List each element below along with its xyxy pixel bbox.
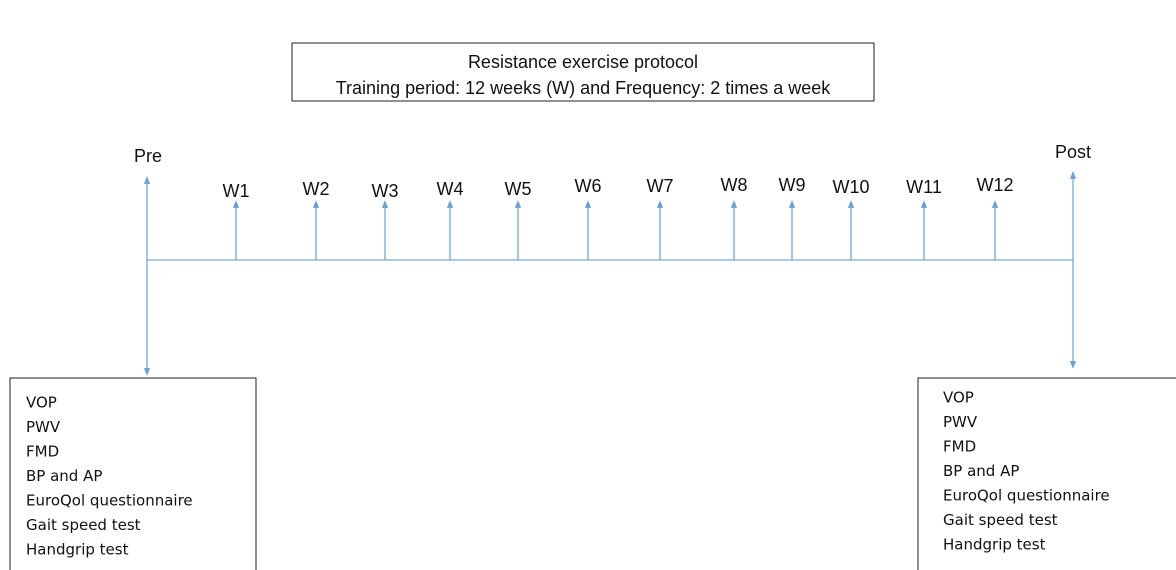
week-label: W7	[647, 176, 674, 196]
pre-tests-box	[9, 377, 257, 570]
test-item: Handgrip test	[26, 541, 129, 559]
week-label: W10	[832, 177, 869, 197]
title-line: Training period: 12 weeks (W) and Freque…	[336, 78, 832, 98]
test-item: BP and AP	[943, 462, 1019, 480]
test-item: PWV	[26, 418, 61, 436]
week-label: W6	[575, 176, 602, 196]
test-item: PWV	[943, 413, 978, 431]
week-label: W9	[779, 175, 806, 195]
week-label: W4	[437, 179, 464, 199]
week-label: W11	[906, 177, 942, 197]
test-item: Gait speed test	[943, 511, 1058, 529]
title-box	[291, 42, 875, 102]
week-label: W8	[721, 175, 748, 195]
test-item: Handgrip test	[943, 536, 1046, 554]
week-label: W3	[372, 181, 399, 201]
test-item: BP and AP	[26, 467, 102, 485]
test-item: FMD	[943, 438, 976, 456]
test-item: VOP	[943, 389, 974, 407]
week-label: W5	[505, 179, 532, 199]
test-item: EuroQol questionnaire	[26, 492, 193, 510]
test-item: Gait speed test	[26, 516, 141, 534]
week-label: W12	[976, 175, 1013, 195]
title-line: Resistance exercise protocol	[468, 52, 698, 72]
test-item: VOP	[26, 394, 57, 412]
post-tests-box	[917, 377, 1176, 570]
post-label: Post	[1055, 142, 1091, 162]
week-label: W1	[223, 181, 250, 201]
test-item: EuroQol questionnaire	[943, 487, 1110, 505]
week-label: W2	[303, 179, 330, 199]
pre-label: Pre	[134, 146, 162, 166]
test-item: FMD	[26, 443, 59, 461]
